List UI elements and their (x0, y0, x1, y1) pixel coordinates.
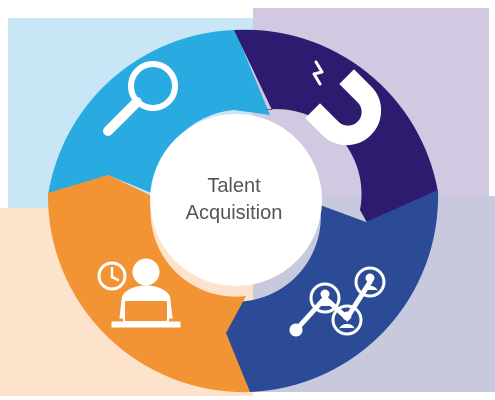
magnet-icon (305, 60, 382, 146)
segment-network (219, 190, 439, 392)
segment-search (48, 30, 270, 195)
center-title-line1: Talent (207, 175, 261, 197)
person-laptop-clock-icon (97, 258, 181, 328)
center-title-line2: Acquisition (186, 202, 283, 224)
network-people-icon (289, 266, 386, 337)
magnifier-icon (103, 61, 178, 136)
center-circle (150, 114, 322, 286)
